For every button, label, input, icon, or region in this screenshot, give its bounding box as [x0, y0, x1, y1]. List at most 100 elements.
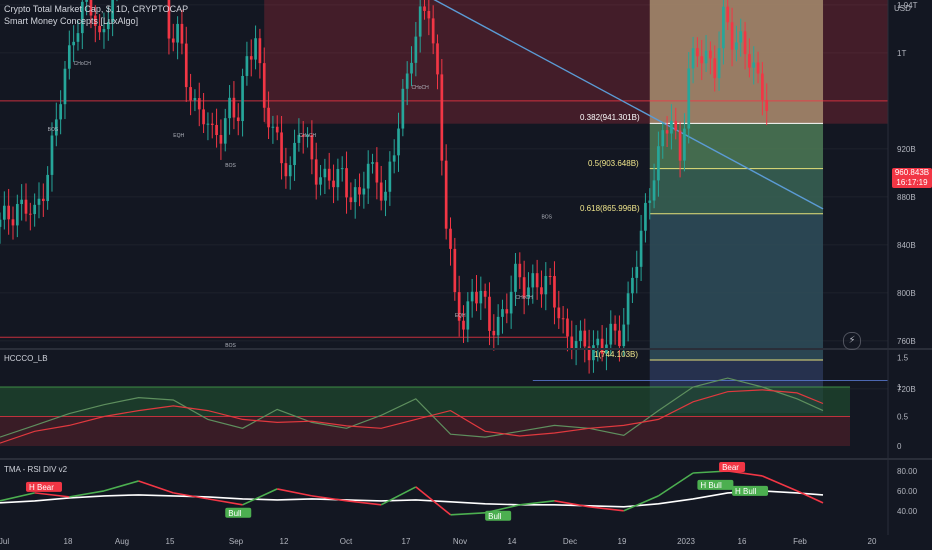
candle — [362, 188, 366, 195]
tma-tick: 40.00 — [897, 507, 918, 516]
structure-label: CHoCH — [74, 61, 92, 67]
rsi-segment — [623, 495, 659, 512]
time-tick: 2023 — [677, 537, 695, 546]
candle — [332, 180, 335, 188]
axes: 1.2T1.16T1.12T1.08T1.04T1T920B880B840B80… — [0, 1, 918, 546]
candle — [423, 6, 426, 11]
time-tick: Feb — [793, 537, 807, 546]
candle — [505, 309, 509, 314]
candle — [249, 56, 253, 60]
candle — [592, 345, 595, 361]
candle — [236, 117, 240, 122]
hccco-slow-line — [0, 389, 824, 444]
fib-label: 1(744.103B) — [594, 349, 639, 359]
time-tick: 12 — [280, 537, 289, 546]
candle — [89, 0, 93, 16]
price-tick: 880B — [897, 193, 916, 202]
candle — [609, 323, 613, 345]
candle — [717, 48, 721, 79]
candle — [574, 341, 578, 349]
hccco-tick: 0.5 — [897, 413, 909, 422]
fib-band — [649, 213, 824, 360]
signal-badge — [25, 481, 62, 492]
structure-label: BOS — [48, 127, 59, 133]
candle — [392, 155, 396, 162]
candle — [232, 97, 236, 118]
candle — [288, 165, 292, 177]
candle — [639, 230, 643, 267]
candle — [765, 99, 769, 111]
candle — [726, 6, 730, 23]
candle — [401, 88, 405, 129]
hccco-pane[interactable] — [0, 377, 850, 446]
indicator-name: Smart Money Concepts [LuxAlgo] — [4, 16, 139, 26]
candle — [180, 23, 184, 44]
candle — [661, 130, 665, 147]
candle — [579, 330, 582, 342]
time-tick: 16 — [738, 537, 747, 546]
candle — [501, 309, 504, 317]
rsi-segment — [450, 511, 486, 516]
rsi-segment — [554, 500, 590, 508]
signal-badge — [732, 485, 769, 496]
lightning-icon[interactable]: ⚡ — [843, 332, 861, 350]
trend-line — [433, 0, 824, 210]
candle — [748, 54, 751, 68]
candle — [297, 134, 301, 143]
signal-label: Bear — [722, 463, 739, 472]
candle — [353, 187, 357, 203]
fib-band — [649, 168, 824, 214]
candle — [587, 346, 591, 361]
rsi-segment — [589, 506, 624, 512]
currency-label: USD — [894, 4, 911, 13]
candle — [652, 180, 656, 201]
candle — [102, 29, 106, 33]
rsi-segment — [796, 490, 824, 504]
candle — [700, 56, 704, 64]
candle — [197, 98, 201, 110]
candle — [436, 43, 439, 75]
candle — [284, 163, 288, 177]
candle — [280, 132, 283, 164]
candle — [293, 142, 296, 166]
signal-label: H Bull — [700, 481, 722, 490]
rsi-segment — [103, 480, 139, 492]
candle — [722, 6, 725, 49]
candle — [527, 287, 530, 298]
candle — [405, 73, 409, 89]
price-tick: 1T — [897, 49, 906, 58]
candle — [98, 25, 101, 33]
candle — [475, 291, 478, 304]
candle — [28, 213, 32, 215]
time-tick: 15 — [166, 537, 175, 546]
signal-badge — [697, 479, 734, 490]
signal-label: H Bear — [29, 483, 54, 492]
structure-label: CHoCH — [515, 295, 533, 301]
candle — [583, 330, 587, 347]
time-tick: 18 — [64, 537, 73, 546]
candle — [379, 182, 383, 201]
candle — [600, 338, 604, 354]
price-pane[interactable]: BOSBOSBOSEQHEQHBOSCHoCHCHoCHCHoCHCHoCHCH… — [0, 0, 932, 535]
candle — [375, 162, 379, 183]
rsi-segment — [657, 472, 694, 497]
rsi-segment — [346, 500, 382, 506]
candle — [761, 73, 764, 100]
candle — [418, 6, 422, 37]
candle — [314, 159, 318, 185]
rsi-segment — [138, 480, 174, 494]
candle — [466, 301, 470, 330]
candle — [7, 205, 11, 220]
candle — [72, 41, 75, 46]
candle — [366, 163, 370, 189]
candle — [709, 50, 712, 59]
time-tick: Oct — [340, 537, 353, 546]
candle — [275, 126, 279, 133]
time-tick: Jul — [0, 537, 9, 546]
candle — [618, 330, 621, 347]
candle — [241, 75, 244, 122]
fib-label: 0.382(941.301B) — [580, 113, 640, 123]
candle — [644, 202, 647, 231]
